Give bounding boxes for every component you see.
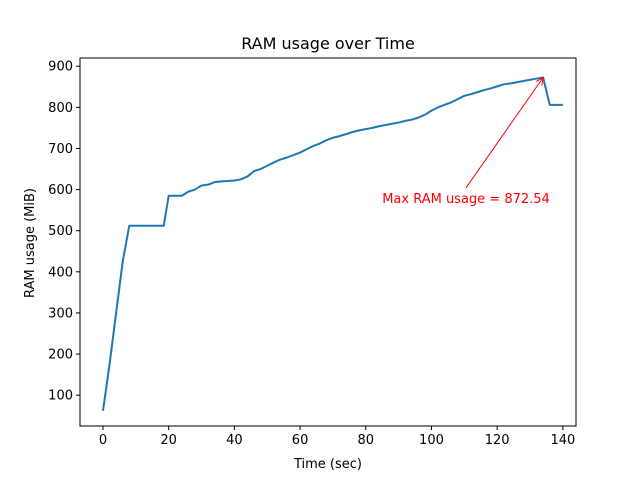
x-tick-label-80: 80 [358,433,375,448]
y-tick-label-800: 800 [48,101,73,116]
x-tick-label-40: 40 [226,433,243,448]
annotation-text: Max RAM usage = 872.54 [382,192,550,207]
y-tick-label-100: 100 [48,389,73,404]
y-tick-label-400: 400 [48,265,73,280]
y-tick-label-200: 200 [48,348,73,363]
x-axis-label: Time (sec) [293,457,362,472]
x-tick-label-60: 60 [292,433,309,448]
x-tick-label-100: 100 [419,433,444,448]
x-tick-label-0: 0 [99,433,107,448]
series-line-0 [101,76,563,411]
y-tick-label-900: 900 [48,60,73,75]
y-tick-label-500: 500 [48,224,73,239]
y-axis-label: RAM usage (MiB) [23,188,38,298]
x-tick-label-140: 140 [550,433,575,448]
y-tick-label-300: 300 [48,306,73,321]
x-tick-label-20: 20 [160,433,177,448]
y-tick-label-700: 700 [48,142,73,157]
annotation-arrow [465,77,544,189]
plot-area: 0 20 40 60 80 100 120 140 100 200 300 400 500 600 700 8… [48,57,577,448]
chart-title: RAM usage over Time [241,34,415,53]
plot-frame [79,57,577,427]
x-tick-label-120: 120 [485,433,510,448]
annotation-arrowhead [535,76,544,86]
y-tick-label-600: 600 [48,183,73,198]
